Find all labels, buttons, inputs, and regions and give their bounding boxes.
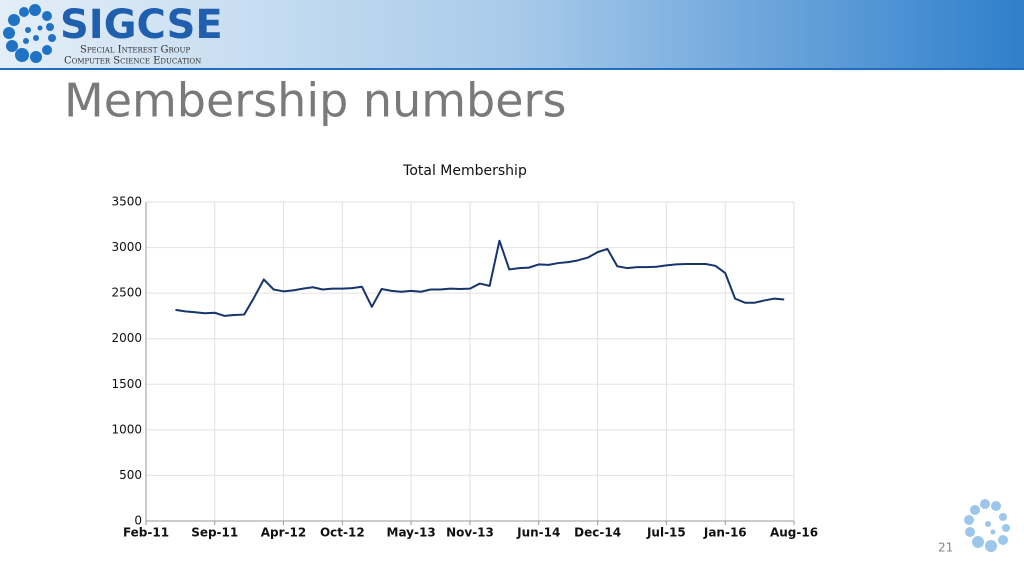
corner-logo xyxy=(964,499,1010,552)
x-tick-label: Jan-16 xyxy=(703,526,747,540)
data-line xyxy=(175,239,785,317)
slide-title: Membership numbers xyxy=(64,74,566,128)
x-tick-label: Jun-14 xyxy=(516,526,560,540)
x-tick-label: Oct-12 xyxy=(320,526,365,540)
x-tick-label: Sep-11 xyxy=(191,526,238,540)
logo-circles xyxy=(3,4,56,63)
y-tick-label: 1500 xyxy=(111,377,142,391)
header-band xyxy=(0,0,1024,70)
x-tick-label: May-13 xyxy=(387,526,436,540)
y-tick-label: 1000 xyxy=(111,422,142,436)
logo-line: Special Interest Group xyxy=(80,45,190,56)
x-tick-label: Aug-16 xyxy=(770,526,818,540)
x-tick-label: Apr-12 xyxy=(261,526,306,540)
logo-line: Computer Science Education xyxy=(64,56,201,67)
y-tick-label: 500 xyxy=(119,468,142,482)
slide-number: 21 xyxy=(938,541,953,555)
y-tick-label: 2000 xyxy=(111,331,142,345)
x-tick-label: Feb-11 xyxy=(123,526,169,540)
y-tick-label: 2500 xyxy=(111,286,142,300)
y-tick-label: 0 xyxy=(134,514,142,528)
x-tick-label: Jul-15 xyxy=(646,526,686,540)
x-tick-label: Nov-13 xyxy=(446,526,494,540)
y-tick-label: 3500 xyxy=(111,195,142,209)
x-tick-label: Dec-14 xyxy=(574,526,621,540)
chart-title: Total Membership xyxy=(402,163,527,179)
y-tick-label: 3000 xyxy=(111,240,142,254)
header-rule xyxy=(0,68,1024,70)
logo-text: SIGCSE xyxy=(60,2,223,48)
